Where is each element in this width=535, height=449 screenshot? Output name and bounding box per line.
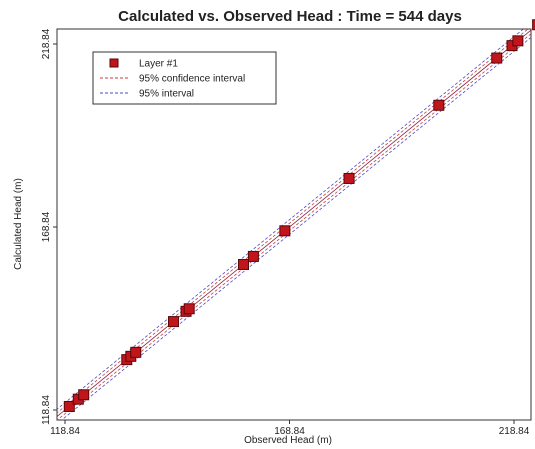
data-points xyxy=(63,19,535,412)
data-point xyxy=(343,172,355,184)
legend: Layer #1 95% confidence interval 95% inter… xyxy=(92,51,277,105)
data-point xyxy=(63,400,75,412)
y-axis-label: Calculated Head (m) xyxy=(13,178,24,270)
x-tick-label: 118.84 xyxy=(50,426,80,437)
legend-label: 95% interval xyxy=(139,89,194,100)
legend-label: Layer #1 xyxy=(139,59,178,70)
prediction-upper-line xyxy=(57,29,525,410)
x-tick-label: 168.84 xyxy=(274,426,305,437)
y-tick-label: 218.84 xyxy=(41,28,52,59)
legend-box xyxy=(92,51,277,105)
data-point xyxy=(433,99,445,111)
data-point xyxy=(167,316,179,328)
y-tick-label: 118.84 xyxy=(41,395,52,425)
chart-title: Calculated vs. Observed Head : Time = 54… xyxy=(118,8,462,25)
data-point xyxy=(130,346,142,358)
data-point xyxy=(183,303,195,315)
data-point xyxy=(279,225,291,237)
data-point xyxy=(512,35,524,47)
data-point xyxy=(247,250,259,262)
x-axis-label: Observed Head (m) xyxy=(244,435,332,446)
y-tick-label: 168.84 xyxy=(41,211,52,242)
axis-ticks: 118.84 168.84 218.84 118.84 168.84 218.84 xyxy=(41,28,530,437)
data-point xyxy=(238,258,250,270)
data-point xyxy=(78,389,90,401)
confidence-upper-line xyxy=(57,29,529,414)
x-tick-label: 218.84 xyxy=(499,426,530,437)
legend-marker-swatch xyxy=(109,58,119,68)
data-point xyxy=(532,19,535,31)
data-point xyxy=(491,52,503,64)
legend-label: 95% confidence interval xyxy=(139,74,245,85)
